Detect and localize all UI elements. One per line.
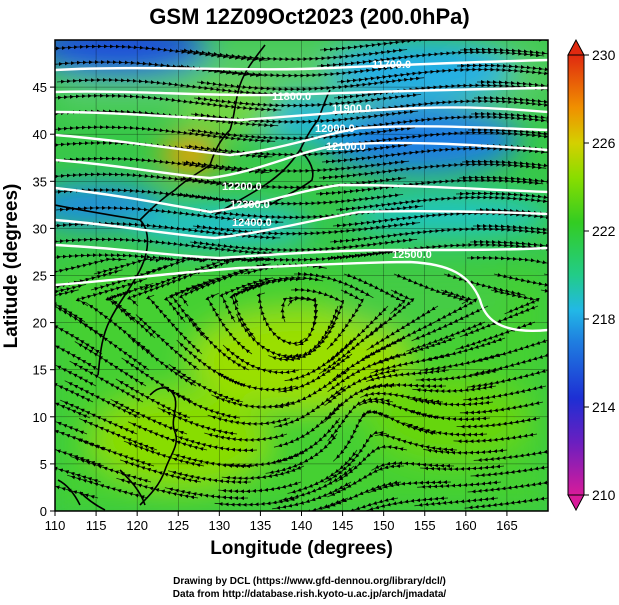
colorbar-bottom-arrow: [567, 494, 585, 512]
streamline: [458, 175, 548, 194]
x-tick-label: 110: [45, 518, 66, 533]
streamline: [336, 67, 548, 84]
streamline: [335, 195, 548, 212]
y-tick-label: 35: [33, 174, 47, 189]
streamline: [333, 83, 548, 100]
streamline: [470, 111, 548, 131]
streamline: [470, 464, 548, 478]
y-tick-label: 10: [33, 410, 47, 425]
y-axis-label-container: Latitude (degrees): [1, 70, 26, 470]
y-tick-label: 40: [33, 127, 47, 142]
x-tick-label: 145: [332, 518, 354, 533]
y-tick-label: 45: [33, 80, 47, 95]
streamline: [467, 127, 548, 147]
streamline: [459, 47, 548, 67]
x-tick-label: 115: [86, 518, 107, 533]
streamline: [456, 63, 548, 82]
y-tick-label: 20: [33, 316, 47, 331]
x-tick-label: 120: [126, 518, 148, 533]
x-tick-label: 155: [414, 518, 436, 533]
y-tick-label: 25: [33, 269, 47, 284]
contour-label: 11900.0: [332, 103, 371, 115]
credit-data: Data from http://database.rish.kyoto-u.a…: [172, 589, 447, 600]
streamline: [455, 191, 548, 210]
contour-label: 12000.0: [315, 123, 355, 135]
streamline: [453, 432, 538, 444]
streamline: [321, 146, 548, 164]
streamline: [55, 284, 87, 307]
contour-label: 11700.0: [372, 59, 411, 71]
streamline: [326, 242, 548, 260]
y-axis-label: Latitude (degrees): [1, 183, 22, 349]
streamline: [332, 211, 548, 228]
colorbar-tick-label: 222: [592, 223, 616, 239]
streamline: [316, 50, 545, 68]
credit-drawing: Drawing by DCL (https://www.gfd-dennou.o…: [173, 576, 446, 587]
colorbar-tick-label: 230: [592, 47, 616, 63]
streamline: [318, 162, 547, 180]
colorbar-tick-label: 214: [592, 399, 616, 415]
x-tick-label: 130: [208, 518, 230, 533]
streamline: [329, 227, 548, 244]
streamline: [473, 448, 548, 462]
colorbar-tick-label: 210: [592, 487, 616, 503]
streamline: [461, 159, 548, 179]
contour-label: 12200.0: [222, 181, 262, 193]
contour-label: 12500.0: [392, 249, 432, 261]
y-tick-label: 0: [40, 504, 47, 519]
x-tick-label: 125: [167, 518, 189, 533]
colorbar-scale: [567, 54, 585, 496]
contour-label: 12300.0: [230, 199, 270, 211]
streamline: [55, 93, 282, 112]
x-tick-label: 140: [291, 518, 313, 533]
coastlines: [55, 44, 331, 511]
streamline: [56, 77, 285, 97]
streamline: [0, 479, 48, 498]
x-tick-label: 165: [496, 518, 518, 533]
height-contours: [55, 58, 548, 332]
streamline: [55, 205, 284, 225]
streamline: [474, 95, 548, 115]
colorbar-ticks: 210 214 218 222 226 230: [584, 47, 616, 503]
x-axis-label: Longitude (degrees): [210, 538, 393, 559]
streamline: [466, 255, 548, 283]
streamline: [477, 79, 548, 99]
x-tick-label: 135: [250, 518, 272, 533]
contour-label: 11800.0: [272, 91, 311, 103]
x-tick-label: 150: [373, 518, 395, 533]
colorbar-tick-label: 226: [592, 135, 616, 151]
streamline: [319, 40, 548, 52]
streamline: [315, 178, 544, 196]
streamline: [464, 496, 548, 510]
y-axis-ticks: 0 5 10 15 20 25 30 35 40 45: [33, 80, 55, 519]
streamline: [493, 273, 548, 291]
colorbar: 210 214 218 222 226 230: [567, 38, 616, 512]
contour-label: 12100.0: [326, 141, 366, 153]
y-tick-label: 30: [33, 221, 47, 236]
map-title: GSM 12Z09Oct2023 (200.0hPa): [149, 4, 470, 29]
y-tick-label: 15: [33, 363, 47, 378]
colorbar-tick-label: 218: [592, 311, 616, 327]
streamline: [467, 480, 548, 494]
colorbar-top-arrow: [567, 38, 585, 56]
streamline: [476, 207, 548, 227]
y-tick-label: 5: [40, 457, 47, 472]
streamline: [473, 223, 548, 243]
x-axis-ticks: 110 115 120 125 130 135 140 145 150 155 160 165: [45, 511, 518, 533]
x-tick-label: 160: [455, 518, 477, 533]
contour-label: 12400.0: [232, 217, 272, 229]
contour-labels: 11700.0 11800.0 11900.0 12000.0 12100.0 …: [222, 59, 432, 261]
streamline: [469, 239, 548, 259]
